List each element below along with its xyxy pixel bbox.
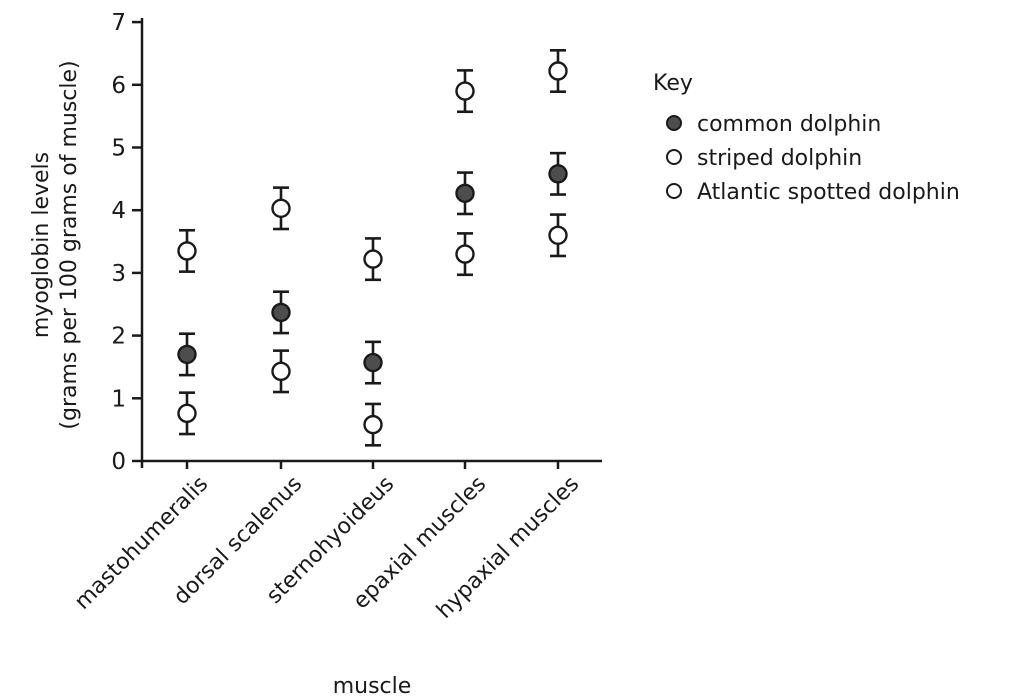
y-axis-title-line-1: myoglobin levels <box>29 152 54 338</box>
data-point-group <box>455 232 475 277</box>
data-point-group <box>271 186 291 231</box>
y-tick-label: 0 <box>111 449 126 475</box>
data-point-group <box>363 237 383 282</box>
legend-label: striped dolphin <box>697 146 862 171</box>
data-point-group <box>271 349 291 394</box>
data-point-marker <box>363 414 383 435</box>
y-tick-label: 4 <box>111 198 126 224</box>
data-point-marker <box>271 361 291 382</box>
data-point-marker <box>363 249 383 269</box>
y-tick-label: 2 <box>111 324 126 350</box>
data-point-group <box>177 332 197 377</box>
data-point-marker <box>455 244 475 264</box>
legend-title: Key <box>653 71 693 96</box>
legend-label: Atlantic spotted dolphin <box>697 180 960 205</box>
legend-label: common dolphin <box>697 112 881 137</box>
data-point-group <box>363 340 383 385</box>
data-point-marker <box>363 352 383 373</box>
data-point-group <box>548 151 568 196</box>
y-tick-label: 6 <box>111 73 126 99</box>
y-axis-title: myoglobin levels (grams per 100 grams of… <box>29 60 82 429</box>
data-point-group <box>363 402 383 447</box>
data-point-marker <box>177 344 197 365</box>
data-point-marker <box>548 61 568 81</box>
data-points <box>177 49 568 447</box>
data-point-marker <box>548 225 568 245</box>
legend-items: common dolphin striped dolphin Atlantic sp… <box>666 112 960 205</box>
data-point-group <box>271 290 291 335</box>
x-axis-title: muscle <box>333 674 412 699</box>
data-point-marker <box>455 81 475 101</box>
y-axis-title-line-2: (grams per 100 grams of muscle) <box>57 60 82 429</box>
data-point-group <box>455 69 475 114</box>
y-tick-label: 7 <box>111 10 126 36</box>
data-point-group <box>177 228 197 273</box>
y-tick-label: 3 <box>111 261 126 287</box>
data-point-marker <box>271 302 291 323</box>
data-point-marker <box>271 198 291 219</box>
legend-marker <box>666 183 682 199</box>
y-axis-ticks: 0 1 2 3 4 5 6 7 <box>111 10 142 475</box>
data-point-marker <box>177 241 197 261</box>
legend-marker <box>666 115 682 131</box>
data-point-group <box>177 391 197 436</box>
legend: Key common dolphin striped dolphin Atlanti… <box>653 71 960 205</box>
y-tick-label: 5 <box>111 136 126 162</box>
data-point-group <box>548 213 568 258</box>
y-tick-label: 1 <box>111 386 126 412</box>
data-point-group <box>455 171 475 216</box>
data-point-group <box>548 49 568 93</box>
data-point-marker <box>455 183 475 203</box>
legend-marker <box>666 149 682 165</box>
data-point-marker <box>548 164 568 184</box>
data-point-marker <box>177 403 197 424</box>
